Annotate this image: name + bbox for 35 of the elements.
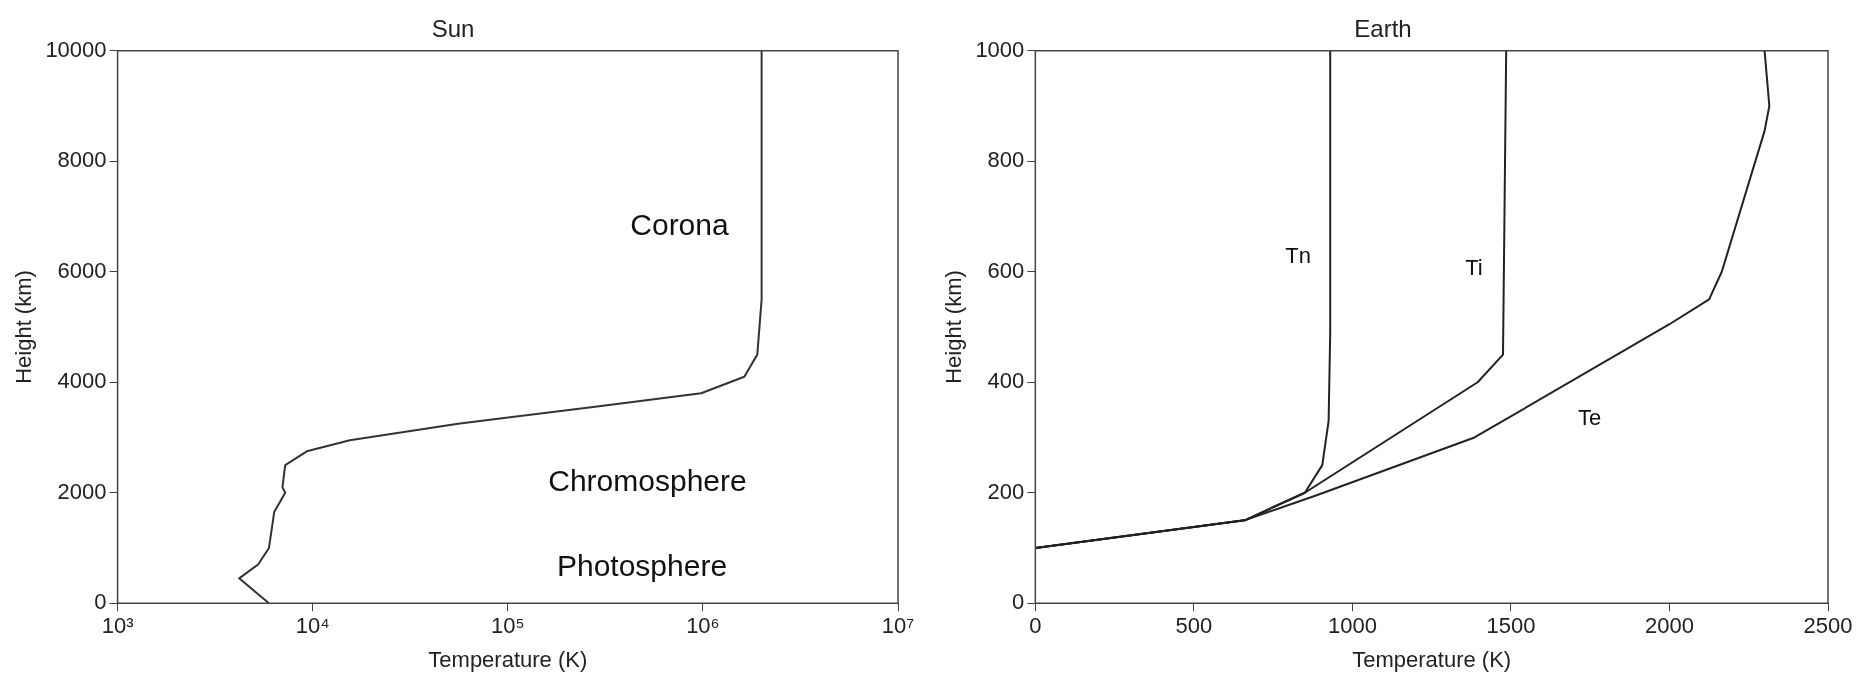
x-tick-label: 0 bbox=[1029, 613, 1042, 639]
chart-title: Sun bbox=[431, 15, 475, 43]
y-tick-label: 8000 bbox=[57, 147, 107, 173]
x-tick-label: 2000 bbox=[1644, 613, 1694, 639]
series-label: Te bbox=[1578, 404, 1602, 430]
y-tick-label: 0 bbox=[94, 589, 107, 615]
x-axis-title: Temperature (K) bbox=[428, 646, 588, 672]
y-tick-label: 200 bbox=[987, 478, 1025, 504]
x-tick-label: 1500 bbox=[1486, 613, 1536, 639]
y-tick-label: 1000 bbox=[975, 36, 1025, 62]
x-axis-title: Temperature (K) bbox=[1352, 646, 1512, 672]
x-tick-label: 500 bbox=[1175, 613, 1213, 639]
y-axis-title: Height (km) bbox=[11, 270, 37, 384]
y-tick-label: 4000 bbox=[57, 368, 107, 394]
y-tick-label: 400 bbox=[987, 368, 1025, 394]
annotation: Photosphere bbox=[556, 549, 728, 583]
y-tick-label: 10000 bbox=[45, 36, 107, 62]
y-tick-label: 2000 bbox=[57, 478, 107, 504]
x-tick-label: 10³ bbox=[101, 613, 134, 639]
y-tick-label: 0 bbox=[1012, 589, 1025, 615]
series-label: Ti bbox=[1465, 255, 1483, 281]
x-tick-label: 10⁴ bbox=[295, 613, 330, 639]
annotation: Chromosphere bbox=[548, 464, 747, 498]
x-tick-label: 1000 bbox=[1327, 613, 1377, 639]
y-tick-label: 800 bbox=[987, 147, 1025, 173]
series-label: Tn bbox=[1285, 242, 1312, 268]
annotation: Corona bbox=[630, 208, 729, 242]
x-tick-label: 10⁵ bbox=[490, 613, 525, 639]
y-tick-label: 600 bbox=[987, 257, 1025, 283]
y-axis-title: Height (km) bbox=[941, 270, 967, 384]
y-tick-label: 6000 bbox=[57, 257, 107, 283]
x-tick-label: 10⁷ bbox=[881, 613, 915, 639]
chart-title: Earth bbox=[1354, 15, 1412, 43]
x-tick-label: 10⁶ bbox=[686, 613, 720, 639]
x-tick-label: 2500 bbox=[1803, 613, 1853, 639]
